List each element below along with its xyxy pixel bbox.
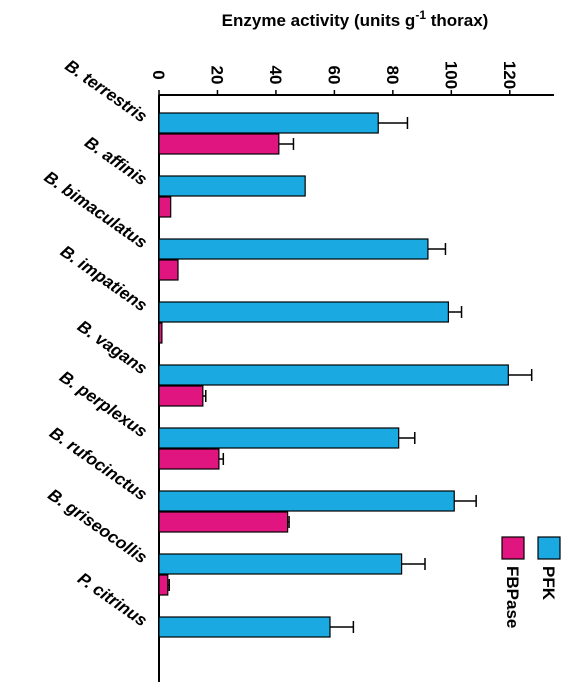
bar <box>158 574 169 596</box>
bar <box>158 364 509 386</box>
bar <box>158 301 449 323</box>
bar <box>158 490 455 512</box>
legend-swatch <box>537 536 561 560</box>
bar <box>158 448 220 470</box>
x-tick-label: 40 <box>266 66 285 85</box>
category-label: B. affinis <box>81 133 150 190</box>
error-bar <box>427 243 447 255</box>
bar <box>158 427 400 449</box>
error-bar <box>278 138 295 150</box>
bar <box>158 175 306 197</box>
bar <box>158 133 280 155</box>
bar <box>158 385 204 407</box>
legend-label: FBPase <box>503 566 522 628</box>
chart-title: Enzyme activity (units g-1 thorax) <box>222 8 489 30</box>
x-tick-label: 120 <box>500 61 519 89</box>
error-bar <box>508 369 533 381</box>
bar <box>158 238 429 260</box>
category-label: P. citrinus <box>74 569 150 630</box>
category-label: B. vagans <box>74 317 151 379</box>
bar <box>158 553 403 575</box>
error-bar <box>448 306 463 318</box>
error-bar <box>218 453 225 465</box>
bar <box>158 322 163 344</box>
error-bar <box>401 558 426 570</box>
bar <box>158 259 179 281</box>
x-tick-label: 60 <box>324 66 343 85</box>
error-bar <box>330 621 355 633</box>
x-tick-label: 0 <box>149 70 168 79</box>
bar <box>158 511 289 533</box>
x-tick-label: 80 <box>383 66 402 85</box>
error-bar <box>202 390 207 402</box>
bar <box>158 616 331 638</box>
x-tick-label: 100 <box>441 61 460 89</box>
bar <box>158 112 379 134</box>
error-bar <box>454 495 477 507</box>
error-bar <box>167 579 170 591</box>
bar <box>158 196 172 218</box>
legend-label: PFK <box>539 566 558 601</box>
category-label: B. terrestris <box>62 56 151 126</box>
legend-swatch <box>501 536 525 560</box>
error-bar <box>398 432 416 444</box>
x-tick-label: 20 <box>207 66 226 85</box>
category-label: B. impatiens <box>57 242 151 316</box>
error-bar <box>378 117 409 129</box>
category-label: B. perplexus <box>56 367 150 441</box>
error-bar <box>287 516 290 528</box>
